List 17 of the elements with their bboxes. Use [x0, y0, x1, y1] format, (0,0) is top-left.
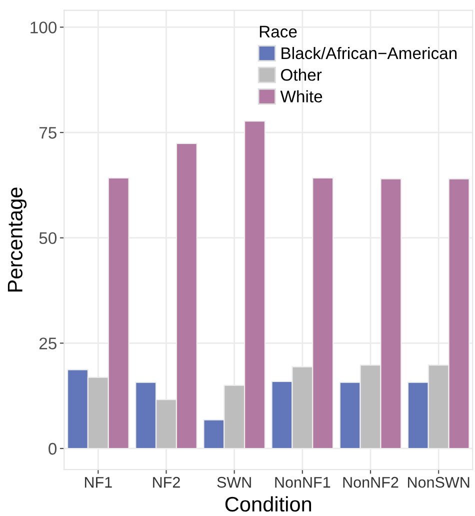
y-tick-label: 50: [39, 232, 57, 244]
legend-label: Other: [281, 68, 322, 81]
legend-title: Race: [260, 26, 297, 38]
legend-label: White: [280, 90, 322, 102]
x-tick-label: NonNF1: [275, 477, 330, 488]
y-tick-label: 25: [39, 338, 56, 350]
x-axis-title: Condition: [225, 496, 312, 512]
x-tick-label: NF1: [84, 477, 112, 488]
x-tick-label: NonSWN: [408, 476, 470, 488]
y-axis-title: Percentage: [8, 188, 27, 292]
legend-label: Black/African−American: [282, 46, 457, 60]
x-tick-label: NonNF2: [343, 476, 398, 488]
x-tick-label: SWN: [217, 476, 251, 488]
y-tick-label: 75: [40, 127, 56, 139]
y-tick-label: 100: [30, 22, 57, 34]
y-tick-label: 0: [48, 442, 57, 455]
x-tick-label: NF2: [153, 476, 180, 488]
